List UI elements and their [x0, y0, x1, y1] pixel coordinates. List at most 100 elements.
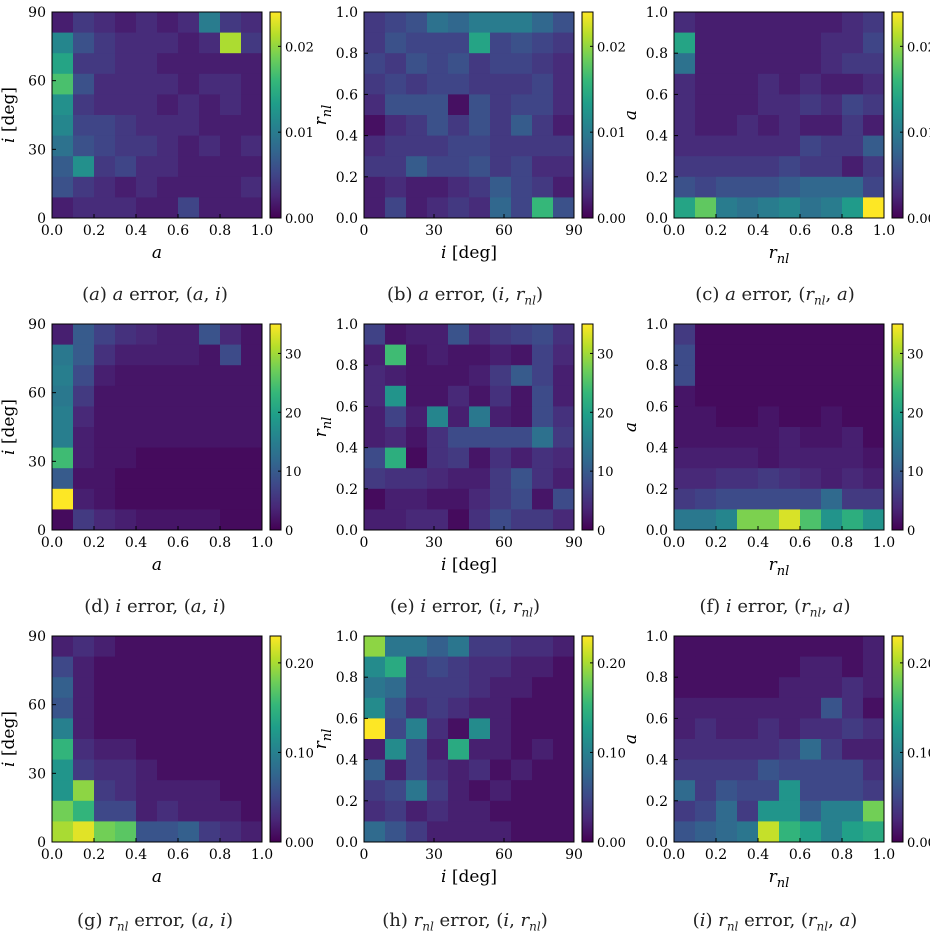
- heatmap-cell: [695, 156, 717, 178]
- heatmap-cell: [364, 447, 386, 469]
- heatmap-cell: [220, 135, 242, 157]
- heatmap-cell: [448, 718, 470, 740]
- heatmap-cell: [406, 385, 428, 407]
- heatmap-cell: [241, 344, 263, 366]
- x-tick-label: 1.0: [251, 847, 273, 863]
- heatmap-cell: [532, 468, 554, 490]
- heatmap-cell: [469, 324, 491, 345]
- y-tick-label: 60: [28, 698, 46, 714]
- heatmap-cell: [863, 406, 885, 428]
- heatmap-cell: [532, 12, 554, 33]
- heatmap-cell: [469, 636, 491, 657]
- heatmap-cell: [674, 344, 696, 366]
- heatmap-cell: [52, 32, 74, 54]
- heatmap-cell: [800, 135, 822, 157]
- heatmap-cell: [136, 365, 158, 387]
- caption-c: (c) a error, (rnl, a): [695, 284, 855, 308]
- heatmap-cell: [220, 115, 242, 136]
- colorbar-tick-label: 20: [597, 406, 614, 421]
- heatmap-cell: [532, 176, 554, 198]
- heatmap-cell: [863, 324, 885, 345]
- x-tick-label: 0.4: [747, 223, 769, 239]
- heatmap-cell: [115, 53, 137, 75]
- heatmap-cell: [553, 53, 575, 75]
- heatmap-cell: [364, 94, 386, 116]
- heatmap-cell: [553, 636, 575, 657]
- y-tick-label: 60: [28, 386, 46, 402]
- heatmap-cell: [716, 365, 738, 387]
- heatmap-cell: [800, 12, 822, 33]
- heatmap-cell: [511, 53, 533, 75]
- heatmap-cell: [674, 197, 696, 219]
- heatmap-cell: [469, 73, 491, 95]
- heatmap-cell: [800, 176, 822, 198]
- heatmap-cell: [863, 821, 885, 843]
- heatmap-cell: [178, 821, 200, 843]
- heatmap-cell: [157, 115, 179, 136]
- x-tick-label: 0.2: [83, 847, 105, 863]
- heatmap-cell: [737, 821, 759, 843]
- heatmap-cell: [364, 636, 386, 657]
- heatmap-cell: [863, 176, 885, 198]
- heatmap-cell: [821, 718, 843, 740]
- heatmap-cell: [553, 156, 575, 178]
- heatmap-cell: [406, 427, 428, 448]
- heatmap-cell: [178, 697, 200, 719]
- y-tick-label: 0.2: [336, 482, 358, 498]
- heatmap-cell: [800, 156, 822, 178]
- heatmap-cell: [532, 156, 554, 178]
- heatmap-cell: [737, 468, 759, 490]
- heatmap-cell: [695, 468, 717, 490]
- heatmap-cell: [427, 135, 449, 157]
- y-tick-label: 0.6: [646, 87, 668, 103]
- heatmap-cell: [385, 718, 407, 740]
- heatmap-cell: [52, 677, 74, 699]
- heatmap-cell: [674, 73, 696, 95]
- x-tick-label: 0.8: [831, 847, 853, 863]
- heatmap-cell: [241, 156, 263, 178]
- heatmap-cell: [178, 32, 200, 54]
- heatmap-cell: [157, 365, 179, 387]
- heatmap-cell: [178, 447, 200, 469]
- heatmap-cell: [490, 800, 512, 822]
- heatmap-cell: [364, 365, 386, 387]
- heatmap-cell: [73, 427, 95, 448]
- colorbar: [581, 635, 594, 843]
- heatmap-cell: [406, 135, 428, 157]
- heatmap-cell: [73, 197, 95, 219]
- heatmap-cell: [115, 32, 137, 54]
- heatmap-cell: [448, 176, 470, 198]
- heatmap-cell: [842, 427, 864, 448]
- heatmap-cell: [73, 176, 95, 198]
- heatmap-cell: [199, 406, 221, 428]
- heatmap-cell: [716, 718, 738, 740]
- heatmap-cell: [842, 739, 864, 760]
- y-tick-label: 1.0: [646, 629, 668, 645]
- heatmap-cell: [511, 656, 533, 678]
- heatmap-cell: [758, 636, 780, 657]
- heatmap-cell: [94, 324, 116, 345]
- panel-g: 0.0 0.2 0.4 0.6 0.8 1.0 0 30 60 90 a i [deg] 0.00 0.1…: [0, 629, 314, 887]
- heatmap-cell: [157, 739, 179, 760]
- heatmap-cell: [821, 427, 843, 448]
- heatmap-cell: [490, 468, 512, 490]
- x-tick-label: 1.0: [873, 223, 895, 239]
- x-tick-label: 60: [495, 535, 513, 551]
- heatmap-cell: [115, 427, 137, 448]
- heatmap-cell: [674, 365, 696, 387]
- heatmap-cell: [842, 135, 864, 157]
- heatmap-cell: [241, 718, 263, 740]
- heatmap-cell: [863, 365, 885, 387]
- heatmap-cell: [511, 156, 533, 178]
- heatmap-cell: [695, 115, 717, 136]
- heatmap-cell: [94, 365, 116, 387]
- y-tick-label: 30: [28, 142, 46, 158]
- heatmap-cell: [241, 800, 263, 822]
- heatmap-cell: [94, 488, 116, 510]
- heatmap-cell: [695, 656, 717, 678]
- heatmap-cell: [241, 739, 263, 760]
- heatmap-cell: [758, 427, 780, 448]
- heatmap-cell: [115, 115, 137, 136]
- panel-d: 0.0 0.2 0.4 0.6 0.8 1.0 0 30 60 90 a i [deg] 0 10 20 30: [0, 317, 302, 575]
- heatmap-cell: [427, 759, 449, 781]
